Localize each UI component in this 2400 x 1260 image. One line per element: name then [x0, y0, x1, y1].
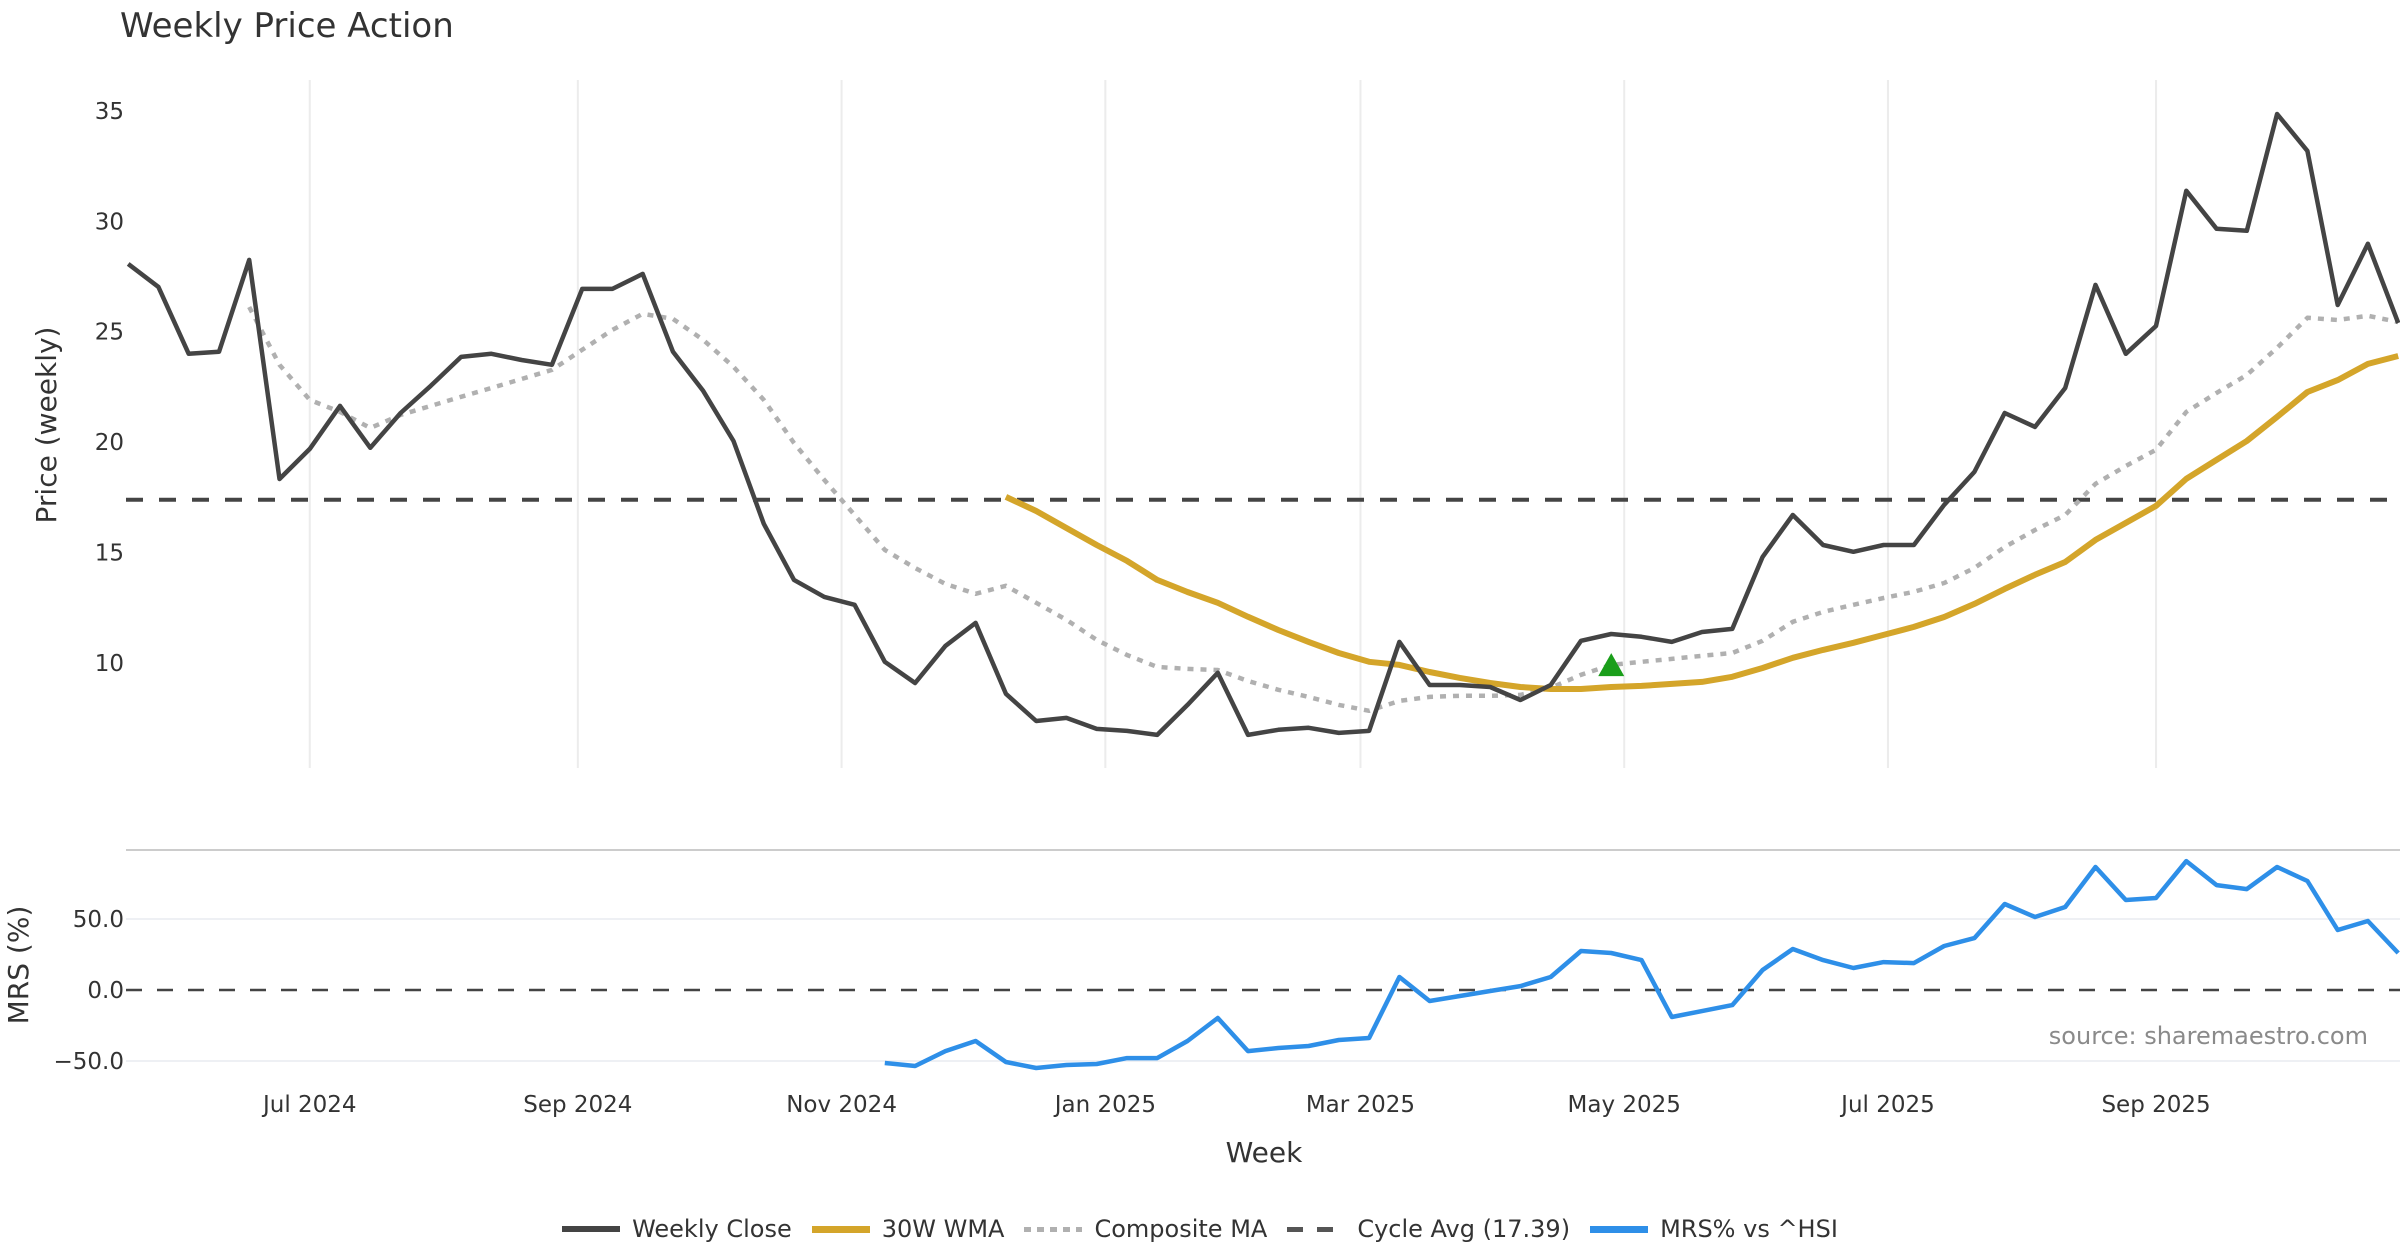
x-tick-label: Jul 2025 — [1839, 1092, 1935, 1118]
x-tick-label: Sep 2024 — [523, 1092, 632, 1118]
x-tick-label: May 2025 — [1568, 1092, 1681, 1118]
x-tick-label: Jan 2025 — [1053, 1092, 1156, 1118]
price-gridlines — [308, 80, 2158, 768]
wma-30w-line — [1004, 353, 2399, 692]
legend-item-cycle-avg[interactable]: Cycle Avg (17.39) — [1287, 1215, 1570, 1243]
price-y-tick-label: 30 — [95, 209, 124, 235]
chart-title: Weekly Price Action — [120, 6, 454, 46]
mrs-y-tick-label: 0.0 — [87, 978, 124, 1004]
price-y-ticks: 10 15 20 25 30 35 — [95, 99, 124, 677]
legend: Weekly Close 30W WMA Composite MA Cycle … — [0, 1212, 2400, 1246]
price-y-tick-label: 25 — [95, 320, 124, 346]
x-tick-label: Sep 2025 — [2101, 1092, 2210, 1118]
price-y-axis-title: Price (weekly) — [30, 327, 63, 524]
x-tick-label: Jul 2024 — [261, 1092, 357, 1118]
price-y-tick-label: 35 — [95, 99, 124, 125]
legend-item-weekly-close[interactable]: Weekly Close — [562, 1215, 792, 1243]
legend-swatch-composite-ma — [1024, 1226, 1083, 1232]
source-note: source: sharemaestro.com — [2049, 1022, 2368, 1050]
legend-swatch-mrs — [1590, 1225, 1649, 1233]
price-y-tick-label: 15 — [95, 541, 124, 567]
mrs-line — [884, 858, 2400, 1071]
mrs-y-ticks: −50.0 0.0 50.0 — [54, 907, 124, 1075]
mrs-gridlines — [126, 918, 2400, 1063]
legend-label: MRS% vs ^HSI — [1660, 1215, 1838, 1243]
price-y-tick-label: 20 — [95, 430, 124, 456]
legend-swatch-weekly-close — [562, 1226, 621, 1232]
legend-swatch-30w-wma — [811, 1225, 870, 1233]
mrs-y-tick-label: 50.0 — [73, 907, 124, 933]
x-axis-title: Week — [1226, 1136, 1303, 1169]
buy-signal-triangle-icon — [1598, 653, 1625, 677]
mrs-y-axis-title: MRS (%) — [2, 906, 35, 1025]
x-tick-label: Mar 2025 — [1306, 1092, 1415, 1118]
legend-swatch-cycle-avg — [1287, 1226, 1346, 1232]
weekly-close-line — [126, 111, 2400, 738]
mrs-y-tick-label: −50.0 — [54, 1049, 124, 1075]
price-y-tick-label: 10 — [95, 651, 124, 677]
legend-item-composite-ma[interactable]: Composite MA — [1024, 1215, 1267, 1243]
x-tick-label: Nov 2024 — [786, 1092, 897, 1118]
legend-label: Composite MA — [1094, 1215, 1268, 1243]
legend-label: Weekly Close — [632, 1215, 792, 1243]
legend-label: 30W WMA — [881, 1215, 1005, 1243]
legend-item-30w-wma[interactable]: 30W WMA — [811, 1215, 1005, 1243]
legend-item-mrs[interactable]: MRS% vs ^HSI — [1590, 1215, 1838, 1243]
x-axis-ticks: Jul 2024 Sep 2024 Nov 2024 Jan 2025 Mar 2025… — [261, 1092, 2211, 1118]
legend-label: Cycle Avg (17.39) — [1357, 1215, 1571, 1243]
